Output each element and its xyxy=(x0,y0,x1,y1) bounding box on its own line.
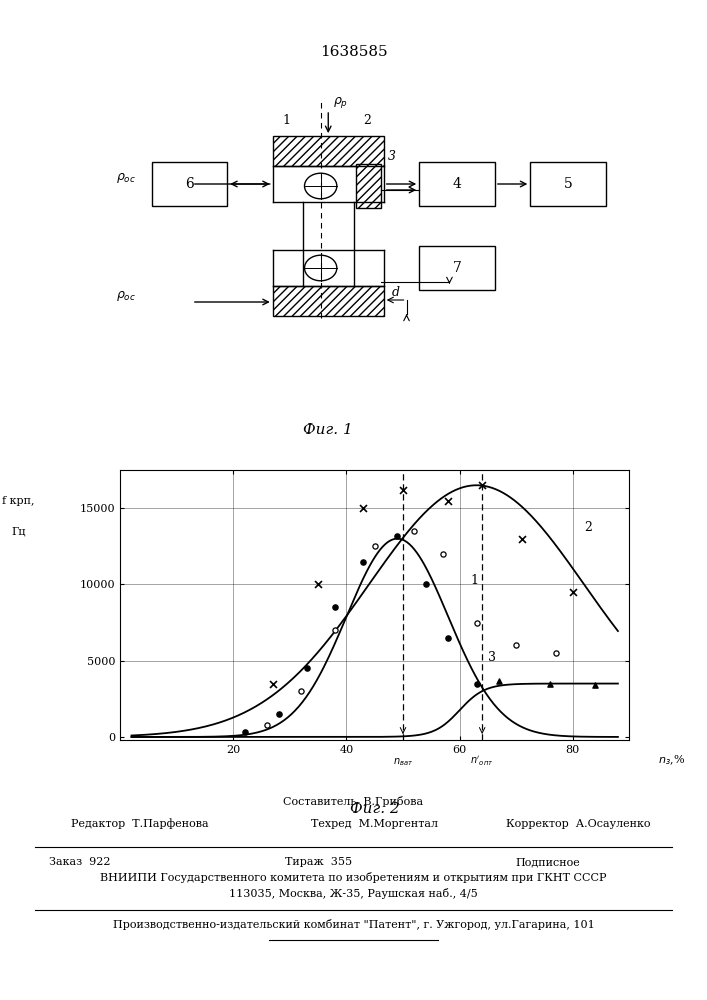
Text: Заказ  922: Заказ 922 xyxy=(49,857,111,867)
Point xyxy=(420,576,431,592)
Point xyxy=(471,615,482,631)
Bar xyxy=(419,246,495,290)
Bar xyxy=(273,286,384,316)
Point xyxy=(471,676,482,692)
Point xyxy=(296,683,307,699)
Text: 1: 1 xyxy=(471,574,479,587)
Text: 5: 5 xyxy=(563,177,573,191)
Text: $\rho_p$: $\rho_p$ xyxy=(333,95,349,110)
Point xyxy=(544,676,556,692)
Point xyxy=(301,660,312,676)
Text: 1: 1 xyxy=(283,114,291,127)
Bar xyxy=(419,162,495,206)
Point xyxy=(358,554,369,570)
Text: f крп,: f крп, xyxy=(2,496,35,506)
Text: d: d xyxy=(392,286,399,299)
Text: 3: 3 xyxy=(388,150,396,163)
Bar xyxy=(356,164,381,208)
Point xyxy=(443,493,454,509)
Point xyxy=(397,482,409,498)
Point xyxy=(510,637,522,653)
Point xyxy=(329,622,341,638)
Text: Тираж  355: Тираж 355 xyxy=(285,857,351,867)
Point xyxy=(262,717,273,733)
Text: 113035, Москва, Ж-35, Раушская наб., 4/5: 113035, Москва, Ж-35, Раушская наб., 4/5 xyxy=(229,888,478,899)
Text: 4: 4 xyxy=(452,177,462,191)
Point xyxy=(409,523,420,539)
Text: 7: 7 xyxy=(452,261,462,275)
Point xyxy=(516,531,527,547)
Point xyxy=(590,677,601,693)
Text: Гц: Гц xyxy=(11,526,25,536)
Text: Редактор  Т.Парфенова: Редактор Т.Парфенова xyxy=(71,818,209,829)
Point xyxy=(358,500,369,516)
Point xyxy=(443,630,454,646)
Text: 1638585: 1638585 xyxy=(320,45,387,59)
Bar xyxy=(151,162,227,206)
Point xyxy=(392,528,403,544)
Text: 6: 6 xyxy=(185,177,194,191)
Text: ВНИИПИ Государственного комитета по изобретениям и открытиям при ГКНТ СССР: ВНИИПИ Государственного комитета по изоб… xyxy=(100,872,607,883)
Text: Техред  М.Моргентал: Техред М.Моргентал xyxy=(311,819,438,829)
Point xyxy=(267,676,279,692)
Point xyxy=(493,673,505,689)
Bar xyxy=(530,162,606,206)
Text: Фиг. 2: Фиг. 2 xyxy=(350,802,399,816)
Text: $n_з$,%: $n_з$,% xyxy=(658,753,684,767)
Text: $n'_{опт}$: $n'_{опт}$ xyxy=(470,755,494,768)
Text: $\rho_{oc}$: $\rho_{oc}$ xyxy=(116,171,136,185)
Text: 3: 3 xyxy=(488,651,496,664)
Point xyxy=(239,724,250,740)
Text: 2: 2 xyxy=(363,114,371,127)
Text: Подписное: Подписное xyxy=(515,857,580,867)
Point xyxy=(550,645,561,661)
Point xyxy=(369,538,380,554)
Point xyxy=(567,584,578,600)
Text: Корректор  А.Осауленко: Корректор А.Осауленко xyxy=(506,819,650,829)
Text: $n_{ват}$: $n_{ват}$ xyxy=(393,756,413,768)
Point xyxy=(329,599,341,615)
Point xyxy=(273,706,284,722)
Text: Фиг. 1: Фиг. 1 xyxy=(303,423,353,437)
Text: $\rho_{oc}$: $\rho_{oc}$ xyxy=(116,289,136,303)
Text: 2: 2 xyxy=(584,521,592,534)
Point xyxy=(477,477,488,493)
Point xyxy=(437,546,448,562)
Text: Составитель  В.Грибова: Составитель В.Грибова xyxy=(284,796,423,807)
Bar xyxy=(273,136,384,166)
Point xyxy=(312,576,324,592)
Text: Производственно-издательский комбинат "Патент", г. Ужгород, ул.Гагарина, 101: Производственно-издательский комбинат "П… xyxy=(112,919,595,930)
